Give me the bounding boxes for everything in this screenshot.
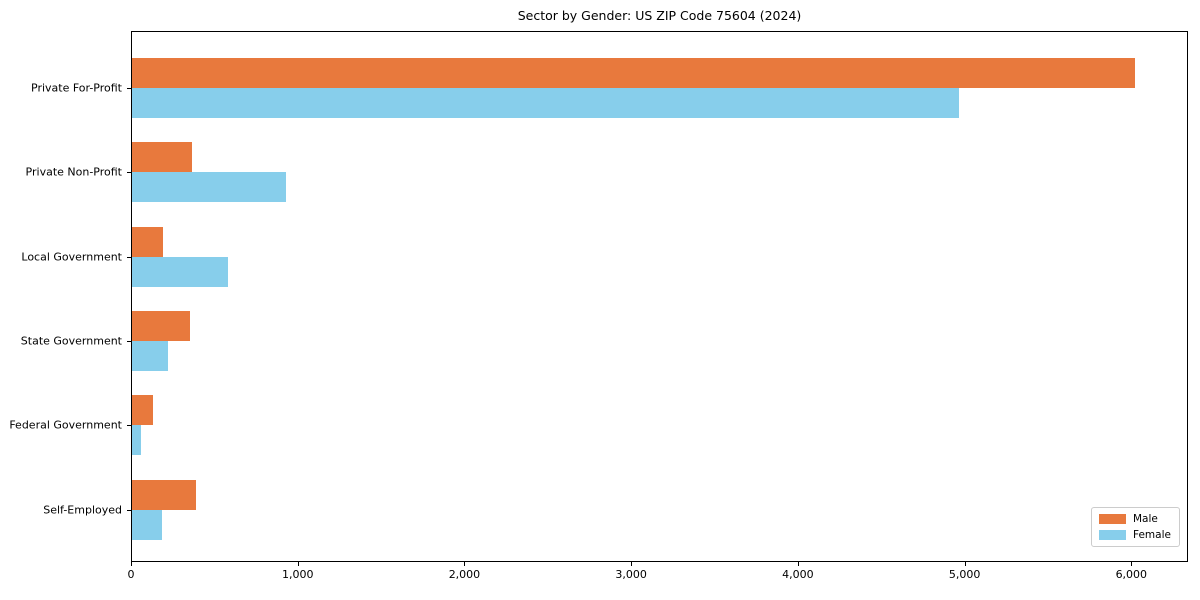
x-tick-5000 [964,562,966,566]
legend-swatch-female [1099,530,1126,540]
legend-row-female: Female [1099,529,1171,541]
bar-male-state-government [132,310,191,341]
y-label-self-employed: Self-Employed [43,503,122,516]
y-tick-self-employed [127,509,131,511]
bar-male-self-employed [132,479,197,510]
x-tick-1000 [297,562,299,566]
x-label-5000: 5,000 [948,568,981,581]
y-label-federal-government: Federal Government [9,418,122,432]
bar-female-private-non-profit [132,172,287,203]
x-label-0: 0 [127,568,135,581]
x-label-3000: 3,000 [615,568,647,581]
bar-male-local-government [132,226,163,257]
legend-swatch-male [1099,514,1126,524]
bar-female-private-for-profit [132,88,959,118]
bar-male-federal-government [132,395,153,426]
y-label-private-non-profit: Private Non-Profit [25,165,122,179]
y-label-state-government: State Government [20,334,122,348]
plot-area [131,31,1188,562]
x-tick-6000 [1131,562,1133,566]
y-tick-local-government [127,256,131,258]
y-tick-private-non-profit [127,172,131,174]
legend-label-female: Female [1133,529,1171,541]
x-tick-3000 [631,562,633,566]
x-label-2000: 2,000 [448,568,481,581]
x-label-4000: 4,000 [782,568,814,581]
y-tick-state-government [127,340,131,342]
y-label-local-government: Local Government [21,250,122,264]
x-tick-4000 [797,562,799,566]
x-label-6000: 6,000 [1115,568,1148,581]
legend-label-male: Male [1133,513,1158,525]
bar-female-federal-government [132,425,141,456]
bar-female-self-employed [132,509,162,540]
bar-female-state-government [132,340,168,371]
y-label-private-for-profit: Private For-Profit [31,81,122,95]
bar-male-private-for-profit [132,58,1135,88]
bar-male-private-non-profit [132,142,192,173]
bar-female-local-government [132,256,228,287]
legend-row-male: Male [1099,513,1171,525]
y-tick-federal-government [127,425,131,427]
y-tick-private-for-profit [127,88,131,89]
chart-title: Sector by Gender: US ZIP Code 75604 (202… [517,8,802,23]
legend: Male Female [1091,507,1180,547]
x-label-1000: 1,000 [281,568,314,581]
x-tick-2000 [464,562,466,566]
x-tick-0 [131,562,132,566]
